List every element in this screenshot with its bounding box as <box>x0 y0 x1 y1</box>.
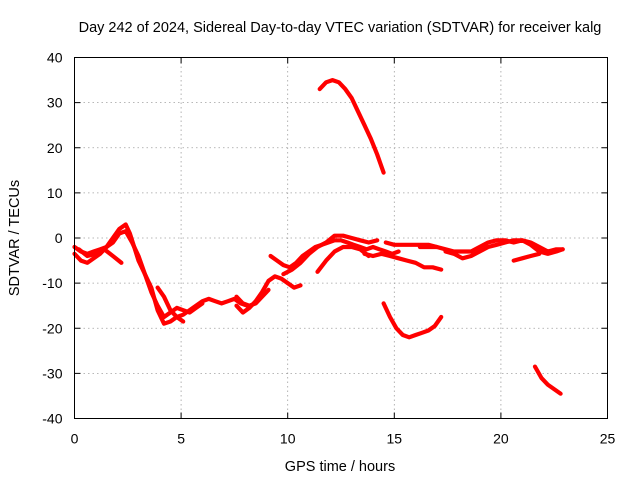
series-line-track-i <box>315 244 371 274</box>
y-tick-label: -20 <box>42 320 62 336</box>
x-axis-label: GPS time / hours <box>285 459 395 475</box>
y-tick-label: -10 <box>42 275 62 291</box>
series-line-track-k <box>362 251 444 272</box>
series-line-track-d <box>155 285 186 324</box>
y-tick-label: 30 <box>47 95 63 111</box>
y-tick-label: -40 <box>42 411 62 427</box>
series-line-track-b <box>72 229 205 320</box>
grid <box>74 57 608 419</box>
y-tick-label: 40 <box>47 50 63 66</box>
series-line-track-h <box>281 233 380 277</box>
x-tick-labels: 0 5 10 15 20 25 <box>71 431 616 447</box>
series-group <box>72 77 565 396</box>
y-tick-label: 10 <box>47 185 63 201</box>
x-tick-label: 15 <box>387 431 403 447</box>
x-tick-label: 0 <box>71 431 79 447</box>
x-tick-label: 20 <box>493 431 509 447</box>
y-tick-labels: -40 -30 -20 -10 0 10 20 30 40 <box>42 50 62 427</box>
series-line-track-l <box>417 238 565 254</box>
series-line-track-e <box>234 274 303 315</box>
series-line-track-c <box>76 247 124 265</box>
series-line-track-j <box>383 240 439 250</box>
x-tick-label: 25 <box>600 431 616 447</box>
y-axis-label: SDTVAR / TECUs <box>7 180 23 296</box>
series-line-track-o <box>317 77 386 175</box>
series-line-track-p <box>381 301 444 340</box>
x-tick-label: 10 <box>280 431 296 447</box>
series-line-track-n <box>511 251 542 263</box>
series-line-track-g <box>268 238 401 270</box>
plot-frame <box>74 57 608 419</box>
y-tick-label: 20 <box>47 140 63 156</box>
y-tick-label: 0 <box>55 230 63 246</box>
x-tick-label: 5 <box>177 431 185 447</box>
series-line-track-m <box>443 238 565 261</box>
chart-title: Day 242 of 2024, Sidereal Day-to-day VTE… <box>79 20 602 36</box>
series-line-track-q <box>532 364 563 396</box>
series-line-track-f <box>234 287 271 308</box>
y-tick-label: -30 <box>42 365 62 381</box>
